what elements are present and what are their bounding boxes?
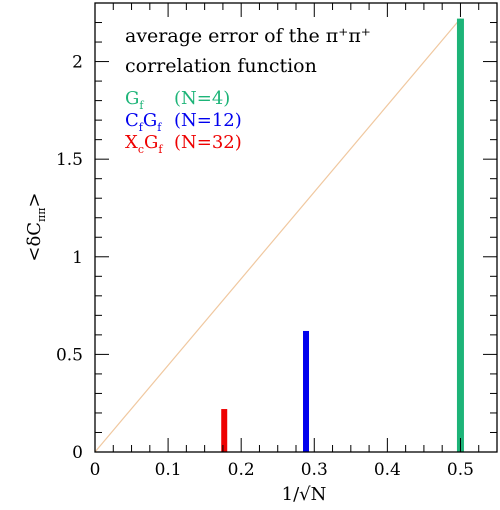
legend-label-main: G — [125, 88, 139, 109]
y-axis-label-main: <δC — [24, 222, 45, 262]
y-tick-label: 0 — [72, 443, 83, 463]
y-tick-label: 1 — [72, 248, 83, 268]
bars-layer — [221, 18, 464, 452]
x-tick-label: 0 — [90, 460, 101, 480]
chart-title-line1: average error of the π⁺π⁺ — [125, 25, 371, 47]
legend-label-sub: c — [138, 143, 144, 156]
legend-label-n: (N=32) — [174, 132, 242, 153]
chart-title-line2: correlation function — [125, 55, 317, 77]
y-axis-label-sub: ππ — [35, 207, 48, 221]
x-tick-label: 0.3 — [301, 460, 328, 480]
y-tick-label: 0.5 — [56, 345, 83, 365]
x-axis-label: 1/√N — [282, 484, 327, 505]
legend-label-sub: f — [139, 99, 144, 112]
legend-label-sub2: f — [157, 121, 162, 134]
x-tick-label: 0.5 — [447, 460, 474, 480]
y-tick-label: 1.5 — [56, 150, 83, 170]
legend-label-rest: G — [143, 110, 157, 131]
legend-label-n: (N=12) — [174, 110, 242, 131]
legend-label-main: C — [125, 110, 139, 131]
bar-2 — [221, 409, 228, 452]
y-tick-label: 2 — [72, 53, 83, 73]
legend-label-rest: G — [144, 132, 158, 153]
legend-label-main: X — [125, 132, 138, 153]
y-axis-label-end: > — [24, 192, 45, 207]
legend-entry-0: Gf (N=4) — [125, 88, 230, 112]
legend-entry-1: CfGf (N=12) — [125, 110, 242, 134]
x-tick-label: 0.1 — [155, 460, 182, 480]
reference-line-layer — [94, 18, 461, 453]
bar-1 — [303, 330, 310, 452]
legend: Gf (N=4)CfGf (N=12)XcGf (N=32) — [125, 88, 242, 156]
bar-0 — [456, 18, 464, 452]
legend-label-sub2: f — [158, 143, 163, 156]
ticks-layer: 0 0.1 0.2 0.3 0.4 0.5 0 0.5 1 1.5 2 — [56, 2, 498, 480]
x-tick-label: 0.2 — [228, 460, 255, 480]
x-tick-label: 0.4 — [374, 460, 401, 480]
legend-entry-2: XcGf (N=32) — [125, 132, 242, 156]
y-axis-label: <δCππ> — [24, 192, 48, 261]
legend-label-sub: f — [139, 121, 144, 134]
reference-line — [94, 18, 461, 453]
legend-label-n: (N=4) — [174, 88, 230, 109]
